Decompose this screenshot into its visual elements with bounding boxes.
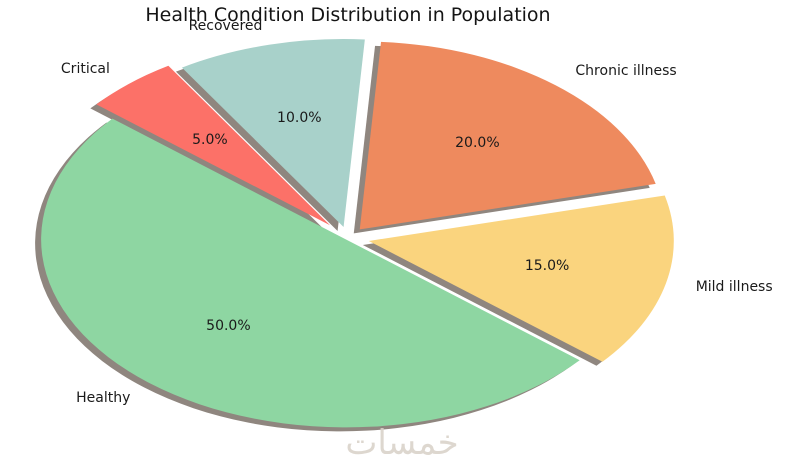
slice-pct-recovered: 10.0% [277,109,322,126]
wedge-critical [96,65,330,226]
slice-pct-healthy: 50.0% [206,317,251,334]
slice-label-mild-illness: Mild illness [695,279,773,296]
slice-pct-critical: 5.0% [192,132,228,149]
wedge-healthy [41,118,580,428]
pie-wedge-layer [41,39,674,428]
wedge-recovered [181,39,365,228]
slice-pct-mild-illness: 15.0% [524,258,570,275]
slice-label-healthy: Healthy [76,389,131,406]
watermark-text: خمسات [345,423,459,460]
wedge-mild-illness [368,195,674,362]
wedge-chronic-illness [359,41,656,230]
slice-label-critical: Critical [60,61,110,78]
slice-label-recovered: Recovered [188,18,263,35]
chart-title: Health Condition Distribution in Populat… [145,4,551,26]
slice-pct-chronic-illness: 20.0% [455,134,500,151]
slice-label-chronic-illness: Chronic illness [575,62,677,79]
